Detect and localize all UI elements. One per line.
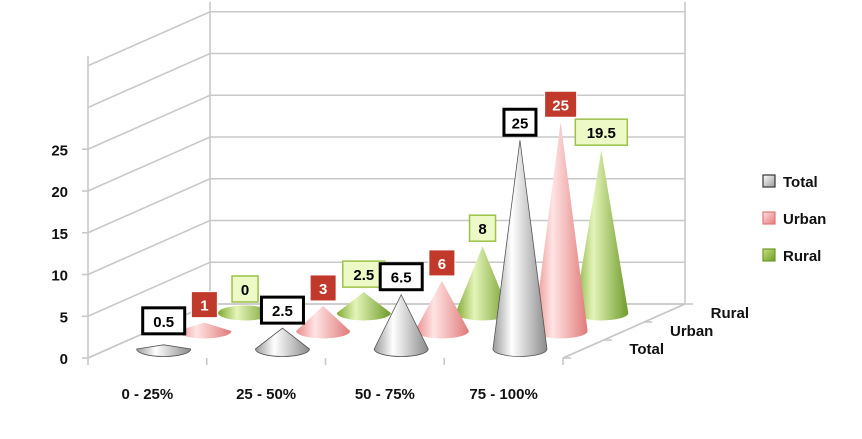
- category-label: 25 - 50%: [236, 386, 296, 403]
- data-label: 1: [190, 291, 218, 319]
- data-labels: 0 2.5 8 19.5 1 3 6 25 0.5 2.5 6.5 25: [141, 90, 629, 336]
- data-label: 2.5: [259, 295, 305, 325]
- cone-total: [373, 293, 429, 357]
- legend-swatch: [762, 211, 776, 225]
- data-label: 0: [231, 275, 259, 303]
- data-label: 2.5: [342, 260, 386, 288]
- category-label: 75 - 100%: [469, 386, 537, 403]
- depth-label: Total: [629, 341, 664, 358]
- gridline: [87, 136, 685, 192]
- cone-urban: [296, 305, 351, 339]
- legend-item-rural: Rural: [762, 248, 821, 265]
- data-label: 8: [468, 214, 497, 242]
- cone-rural: [455, 246, 510, 321]
- cone-body: [255, 327, 310, 357]
- gridline: [87, 94, 685, 150]
- gridline: [87, 52, 685, 109]
- data-label-text: 1: [200, 298, 208, 315]
- y-tick-label: 0: [60, 351, 68, 368]
- data-label-box: [259, 295, 305, 325]
- cone-body: [533, 122, 588, 339]
- data-label-text: 2.5: [353, 267, 374, 284]
- cone-total: [255, 327, 310, 357]
- data-label-box: [468, 214, 497, 242]
- cone-body: [177, 322, 232, 339]
- cone-series: [136, 122, 629, 357]
- legend-label: Total: [783, 174, 818, 191]
- data-label-box: [141, 306, 187, 336]
- data-label: 25: [502, 107, 538, 137]
- cone-urban: [177, 322, 232, 339]
- cone-rural: [574, 150, 629, 321]
- gridline: [87, 177, 685, 234]
- data-label-box: [428, 249, 456, 277]
- data-label-text: 0: [241, 282, 249, 299]
- data-label: 6.5: [378, 262, 424, 292]
- depth-label: Rural: [711, 305, 749, 322]
- legend-item-urban: Urban: [762, 211, 826, 228]
- y-axis-ticks: 0 5 10 15 20 25: [51, 142, 68, 368]
- y-tick-label: 20: [51, 184, 68, 201]
- data-label-text: 25: [552, 97, 569, 114]
- cone-urban: [414, 280, 469, 339]
- data-label: 25: [544, 90, 578, 118]
- legend: Total Urban Rural: [762, 174, 826, 265]
- x-axis-categories: 0 - 25% 25 - 50% 50 - 75% 75 - 100%: [122, 386, 538, 403]
- legend-item-total: Total: [762, 174, 818, 191]
- cone-base: [218, 305, 273, 321]
- y-tick-label: 10: [51, 268, 68, 285]
- data-label: 0.5: [141, 306, 187, 336]
- cone-body: [373, 293, 429, 357]
- category-label: 50 - 75%: [355, 386, 415, 403]
- cone-body: [455, 246, 510, 321]
- data-label-box: [544, 90, 578, 118]
- data-label-text: 6: [438, 256, 446, 273]
- legend-swatch: [762, 248, 776, 262]
- y-tick-label: 15: [51, 226, 68, 243]
- cone-body: [574, 150, 629, 321]
- cone-urban: [533, 122, 588, 339]
- y-tick-label: 25: [51, 142, 68, 159]
- data-label-text: 8: [478, 221, 486, 238]
- data-label-text: 2.5: [272, 303, 293, 320]
- data-label: 3: [309, 274, 337, 302]
- data-label-text: 0.5: [153, 314, 174, 331]
- floor-right-edge: [562, 303, 686, 359]
- legend-label: Rural: [783, 248, 821, 265]
- data-label-text: 25: [512, 115, 529, 132]
- cone-body: [296, 305, 351, 339]
- cone-rural: [218, 305, 273, 321]
- cone-total: [136, 344, 192, 357]
- data-label-text: 6.5: [391, 270, 412, 287]
- legend-label: Urban: [783, 211, 826, 228]
- data-label: 6: [428, 249, 456, 277]
- data-label-box: [574, 118, 629, 146]
- data-label-box: [378, 262, 424, 292]
- cone-body: [414, 280, 469, 339]
- cone-body: [136, 344, 192, 357]
- cone-total: [492, 140, 548, 357]
- depth-label: Urban: [670, 323, 713, 340]
- data-label-text: 19.5: [587, 125, 616, 142]
- gridline: [87, 10, 685, 67]
- data-label-box: [190, 291, 218, 319]
- data-label-box: [502, 107, 538, 137]
- legend-swatch: [762, 174, 776, 188]
- data-label-box: [309, 274, 337, 302]
- category-label: 0 - 25%: [122, 386, 174, 403]
- cone-body: [336, 292, 391, 321]
- data-label-text: 3: [319, 281, 327, 298]
- data-label-box: [231, 275, 259, 303]
- data-label: 19.5: [574, 118, 629, 146]
- cone-rural: [336, 292, 391, 321]
- cone-body: [492, 140, 548, 357]
- y-tick-label: 5: [60, 309, 68, 326]
